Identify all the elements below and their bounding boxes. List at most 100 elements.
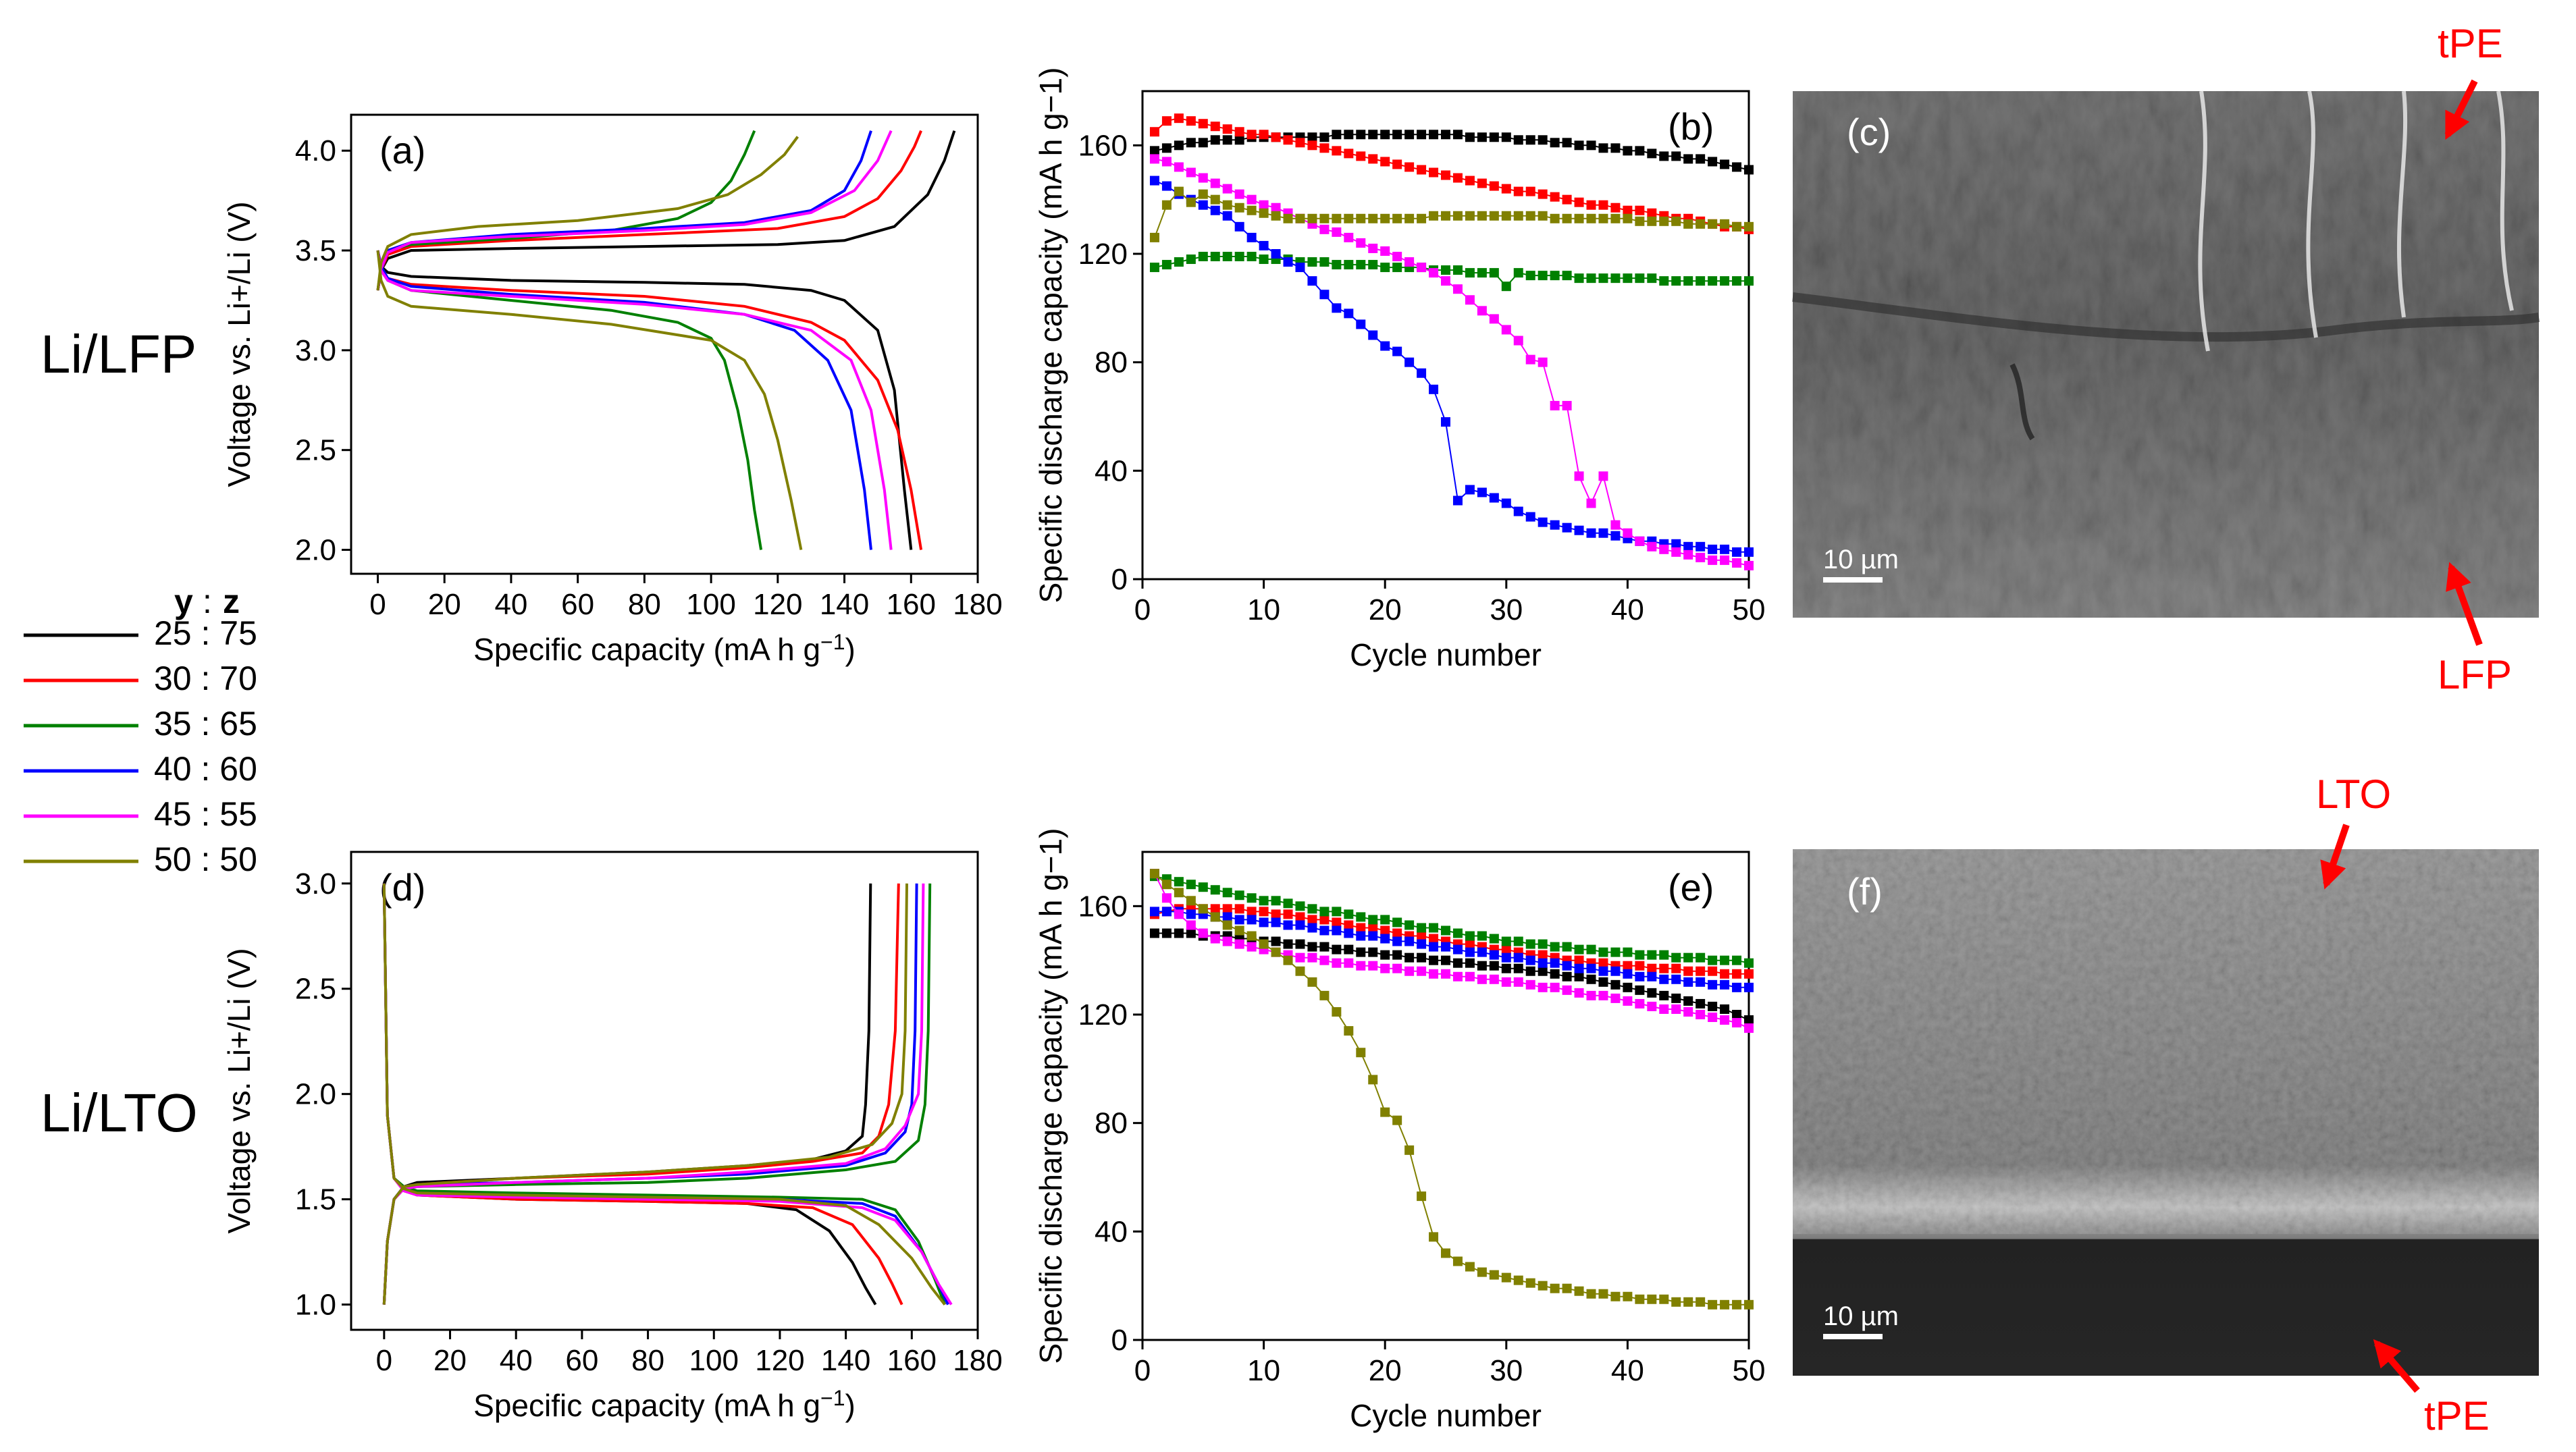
data-point-b-3-28 (1489, 493, 1499, 503)
x-tick-label-d-3: 60 (565, 1344, 598, 1377)
data-point-b-3-35 (1574, 525, 1584, 535)
data-point-e-2-23 (1429, 923, 1439, 933)
data-point-e-4-29 (1501, 977, 1511, 987)
data-point-b-5-18 (1368, 213, 1378, 223)
x-tick-label-a-3: 60 (561, 588, 594, 621)
data-point-b-2-13 (1307, 257, 1317, 267)
data-point-b-2-37 (1598, 273, 1608, 284)
data-point-b-0-0 (1149, 146, 1159, 156)
data-point-e-3-36 (1586, 963, 1596, 973)
data-point-b-4-1 (1161, 157, 1172, 167)
data-point-e-2-44 (1683, 952, 1693, 963)
data-point-e-5-45 (1696, 1297, 1706, 1307)
y-axis-label-b: Specific discharge capacity (mA h g−1) (1033, 68, 1068, 603)
series-charge-d-4 (382, 883, 925, 1305)
data-point-e-3-32 (1537, 958, 1548, 968)
data-point-e-5-21 (1404, 1145, 1415, 1155)
data-point-e-5-29 (1501, 1272, 1511, 1283)
data-point-b-5-28 (1489, 211, 1499, 221)
data-point-e-2-24 (1441, 925, 1450, 936)
data-point-e-5-31 (1525, 1278, 1535, 1288)
y-tick-label-e-1: 40 (1095, 1215, 1128, 1248)
data-point-e-5-11 (1283, 955, 1293, 965)
data-point-e-1-29 (1501, 944, 1511, 954)
x-tick-label-b-2: 20 (1369, 593, 1402, 626)
data-point-e-1-7 (1234, 904, 1244, 914)
data-point-e-4-23 (1429, 969, 1439, 979)
data-point-b-0-33 (1550, 138, 1560, 148)
data-point-b-0-37 (1598, 143, 1608, 153)
data-point-b-4-25 (1452, 284, 1463, 294)
data-point-e-5-4 (1198, 904, 1208, 914)
data-point-b-5-35 (1574, 213, 1584, 223)
panel-label-d: (d) (379, 866, 425, 909)
data-point-b-1-31 (1525, 186, 1535, 196)
data-point-b-0-28 (1489, 132, 1499, 142)
data-point-b-3-25 (1452, 495, 1463, 506)
sem-c-fissure (2009, 363, 2035, 441)
series-discharge-d-2 (382, 883, 947, 1306)
data-point-e-4-34 (1562, 985, 1572, 995)
y-axis-label-e: Specific discharge capacity (mA h g−1) (1033, 828, 1068, 1364)
data-point-b-0-35 (1574, 140, 1584, 151)
x-tick-label-d-5: 100 (689, 1344, 739, 1377)
data-point-b-4-3 (1186, 167, 1196, 178)
data-point-e-1-16 (1344, 920, 1354, 930)
data-point-e-0-35 (1574, 971, 1584, 982)
x-axis-label-b: Cycle number (1350, 637, 1542, 672)
data-point-b-0-5 (1210, 135, 1220, 145)
data-point-b-4-49 (1744, 560, 1754, 570)
data-point-e-4-24 (1441, 969, 1450, 979)
data-point-b-1-32 (1537, 189, 1548, 199)
data-point-e-5-28 (1489, 1270, 1499, 1280)
y-tick-label-a-0: 2.0 (295, 534, 336, 567)
data-point-b-5-26 (1465, 211, 1475, 221)
arrow-c-lfp (2446, 562, 2483, 646)
data-point-e-2-31 (1525, 939, 1535, 949)
data-point-e-3-15 (1332, 925, 1342, 936)
data-point-b-5-25 (1452, 211, 1463, 221)
data-point-e-0-15 (1332, 944, 1342, 954)
data-point-e-1-9 (1259, 907, 1269, 917)
data-point-e-4-12 (1295, 952, 1305, 963)
series-discharge-a-5 (376, 250, 803, 550)
data-point-e-1-14 (1319, 915, 1330, 925)
data-point-e-4-27 (1477, 974, 1487, 984)
data-point-b-4-23 (1429, 268, 1439, 278)
data-point-e-3-10 (1271, 917, 1281, 927)
data-point-b-5-47 (1720, 219, 1730, 229)
data-point-b-4-16 (1344, 232, 1354, 242)
data-point-e-5-34 (1562, 1283, 1572, 1293)
chart-panel-d: 0 20 40 60 80 100 120 140 160 180 1.0 1.5 2.0 2.5 3.0 S… (221, 851, 1003, 1423)
data-point-b-4-32 (1537, 357, 1548, 367)
data-point-b-3-37 (1598, 528, 1608, 538)
data-point-e-1-47 (1720, 969, 1730, 979)
data-point-e-3-3 (1186, 909, 1196, 919)
sem-c-cracks (2198, 90, 2514, 352)
data-point-b-0-41 (1647, 149, 1657, 159)
data-point-b-2-48 (1732, 276, 1742, 286)
x-tick-label-e-0: 0 (1134, 1354, 1151, 1387)
data-point-e-0-29 (1501, 963, 1511, 973)
data-point-b-3-19 (1380, 341, 1390, 351)
data-point-e-1-10 (1271, 909, 1281, 919)
data-point-b-0-44 (1683, 154, 1693, 164)
sem-image-f: (f) 10 µm (1793, 849, 2539, 1376)
data-point-b-0-49 (1744, 165, 1754, 175)
data-point-b-3-13 (1307, 276, 1317, 286)
data-point-e-4-3 (1186, 920, 1196, 930)
data-point-e-4-15 (1332, 958, 1342, 968)
data-point-e-1-12 (1295, 912, 1305, 922)
data-point-b-0-27 (1477, 132, 1487, 142)
data-point-b-2-8 (1246, 252, 1257, 262)
sem-c-label: (c) (1847, 111, 1891, 153)
data-point-e-0-21 (1404, 952, 1415, 963)
data-point-b-1-17 (1356, 151, 1366, 161)
data-point-b-2-30 (1513, 268, 1523, 278)
y-tick-label-e-3: 120 (1078, 998, 1128, 1031)
data-point-e-5-48 (1732, 1299, 1742, 1310)
data-point-e-0-41 (1647, 988, 1657, 998)
data-point-b-1-29 (1501, 184, 1511, 194)
data-point-e-4-31 (1525, 979, 1535, 990)
chart-panel-b: 0 10 20 30 40 50 0 40 80 120 160 Cycle number Specif… (1033, 68, 1765, 672)
